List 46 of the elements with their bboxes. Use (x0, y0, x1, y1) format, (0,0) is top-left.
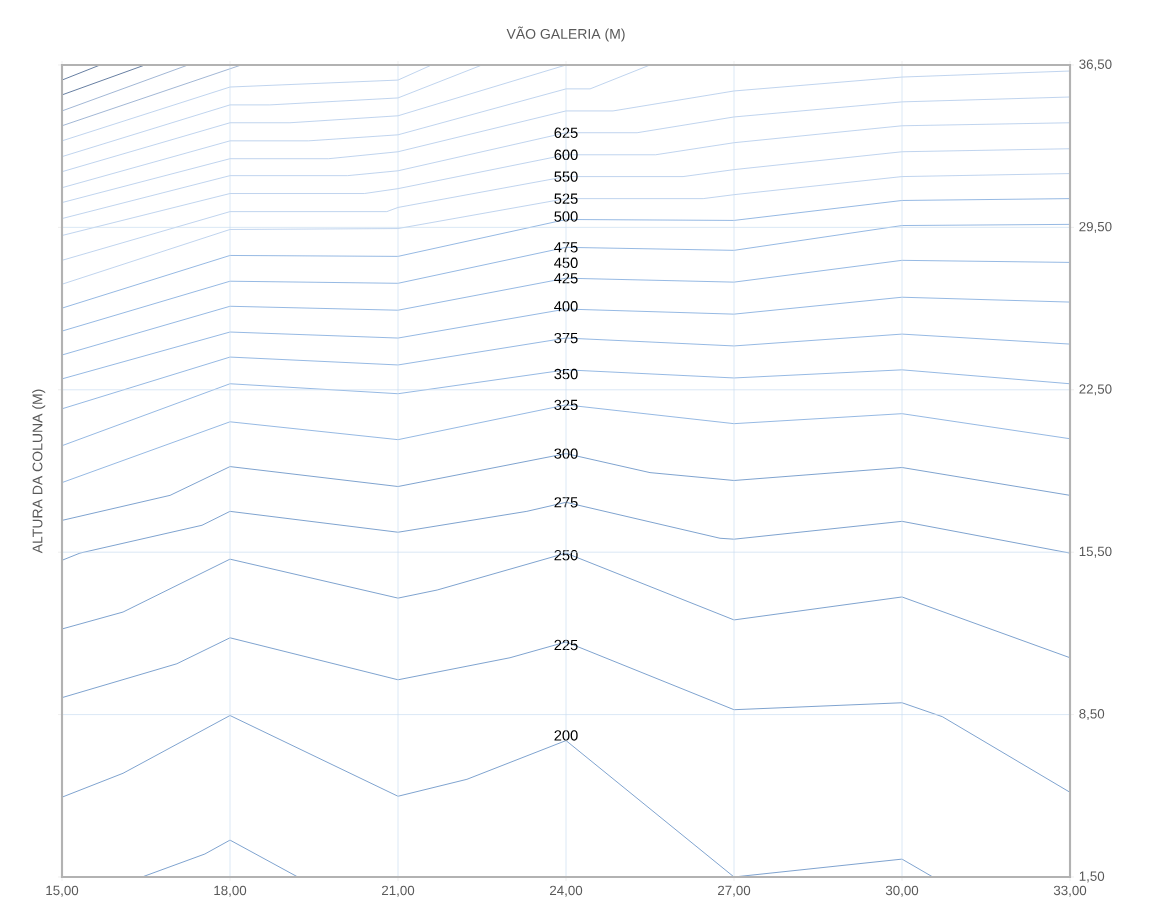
annotation: 625 (554, 127, 578, 138)
annotation: 225 (554, 639, 578, 651)
line-series (61, 296, 1071, 380)
line-series (61, 122, 1071, 236)
line-series (61, 369, 1071, 447)
annotation: 275 (554, 497, 578, 508)
annotation: 550 (554, 171, 578, 182)
annotation: 375 (554, 332, 578, 344)
x-tick-label: 21,00 (381, 885, 415, 897)
line-series (61, 333, 1071, 410)
line-series (61, 64, 651, 189)
line-series (61, 259, 1071, 356)
x-tick-label: 33,00 (1053, 885, 1087, 897)
x-tick-label: 18,00 (214, 885, 247, 897)
annotation: 400 (554, 301, 578, 312)
y-tick-label: 29,50 (1079, 221, 1112, 233)
line-series (61, 637, 1071, 793)
y-tick-label: 8,50 (1079, 709, 1105, 721)
annotation: 200 (554, 730, 578, 741)
annotation: 325 (554, 399, 578, 411)
x-tick-label: 27,00 (717, 885, 751, 897)
y-tick-label: 15,50 (1079, 546, 1112, 558)
line-series (61, 64, 432, 142)
line-series (61, 552, 1071, 659)
x-tick-label: 15,00 (46, 885, 79, 897)
line-series (61, 715, 934, 878)
annotation: 425 (554, 273, 578, 284)
line-series (61, 173, 1071, 285)
annotation: 450 (554, 257, 578, 268)
y-tick-label: 36,50 (1079, 59, 1112, 71)
line-series (61, 224, 1071, 332)
x-tick-label: 24,00 (549, 885, 583, 897)
annotation: 600 (554, 149, 578, 160)
annotation: 250 (554, 550, 578, 561)
annotation: 500 (554, 211, 578, 222)
chart-title: VÃO GALERIA (M) (506, 26, 625, 42)
line-series (61, 64, 483, 157)
annotation: 350 (554, 368, 578, 380)
y-tick-label: 1,50 (1079, 871, 1105, 883)
line-series (61, 70, 1071, 203)
annotation: 475 (554, 242, 578, 253)
annotation: 525 (554, 193, 578, 204)
annotation: 300 (554, 448, 578, 459)
y-axis-title: ALTURA DA COLUNA (M) (32, 389, 46, 554)
y-tick-label: 22,50 (1079, 384, 1112, 396)
x-tick-label: 30,00 (885, 885, 919, 897)
